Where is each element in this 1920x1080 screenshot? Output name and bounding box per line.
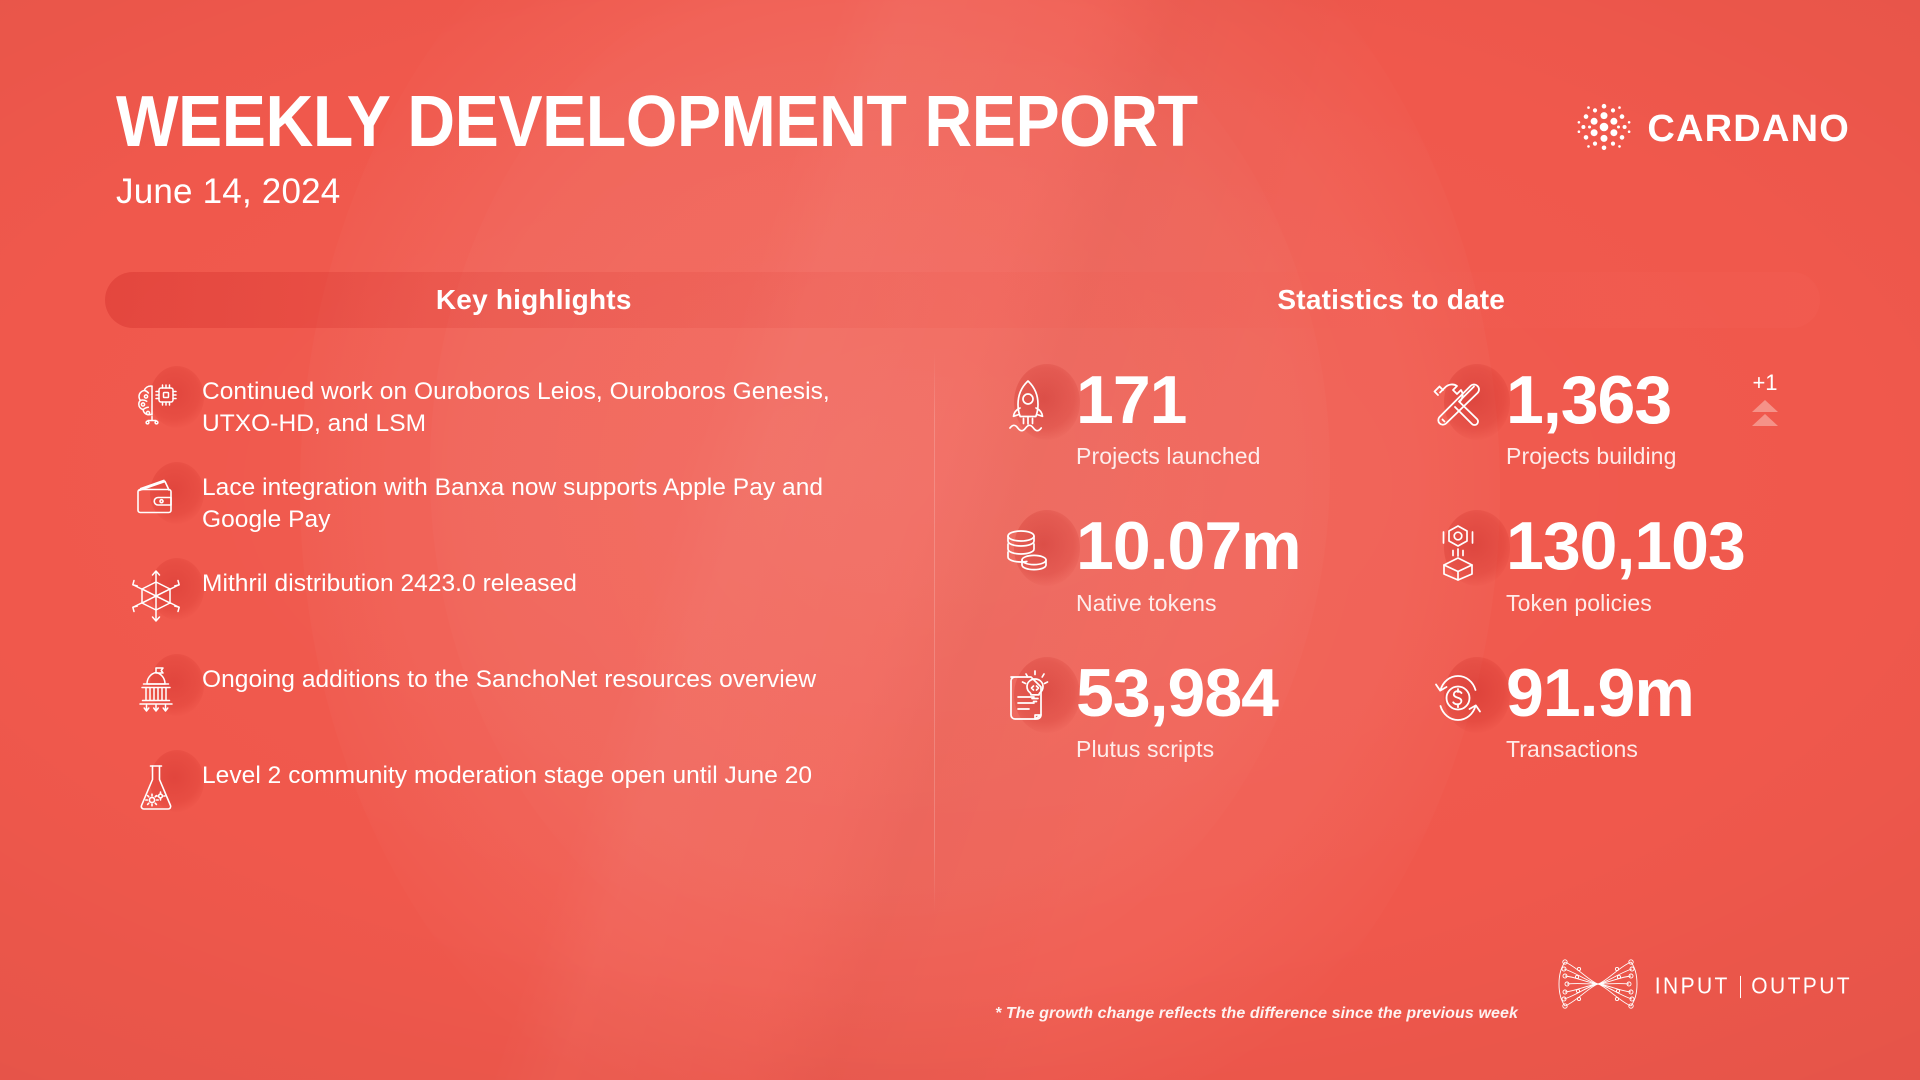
highlight-text: Ongoing additions to the SanchoNet resou… bbox=[202, 666, 817, 693]
wallet-icon bbox=[131, 472, 181, 527]
list-item: Ongoing additions to the SanchoNet resou… bbox=[110, 654, 900, 758]
statistics-grid: 171 Projects launched 1,363 bbox=[980, 362, 1840, 763]
stat-label: Projects building bbox=[1506, 443, 1677, 470]
list-item: Lace integration with Banxa now supports… bbox=[110, 462, 900, 566]
growth-badge: +1 bbox=[1748, 372, 1782, 434]
icon-blob bbox=[150, 462, 204, 524]
highlight-icon-container bbox=[110, 366, 204, 433]
stat-body: 91.9m Transactions bbox=[1506, 654, 1695, 763]
cardano-logo: CARDANO bbox=[1577, 100, 1850, 159]
input-output-logo: INPUT OUTPUT bbox=[1555, 955, 1852, 1018]
coins-icon bbox=[997, 520, 1059, 587]
report-date: June 14, 2024 bbox=[116, 172, 341, 211]
stat-value: 91.9m bbox=[1506, 654, 1695, 731]
brain-chip-icon bbox=[130, 376, 182, 433]
io-output-label: OUTPUT bbox=[1751, 973, 1852, 999]
page-title: WEEKLY DEVELOPMENT REPORT bbox=[116, 82, 1198, 162]
highlight-text: Mithril distribution 2423.0 released bbox=[202, 570, 577, 597]
highlight-icon-container bbox=[110, 750, 204, 819]
footnote: * The growth change reflects the differe… bbox=[995, 1005, 1519, 1022]
growth-value: +1 bbox=[1752, 370, 1778, 395]
stat-label: Token policies bbox=[1506, 589, 1652, 616]
transaction-icon bbox=[1427, 667, 1489, 734]
stat-value: 130,103 bbox=[1506, 508, 1746, 585]
stat-icon-container bbox=[980, 510, 1080, 587]
stat-value: 1,363 bbox=[1506, 362, 1672, 438]
icon-blob bbox=[150, 750, 204, 812]
highlight-text: Lace integration with Banxa now supports… bbox=[202, 474, 824, 534]
stat-token-policies: 130,103 Token policies bbox=[1410, 508, 1840, 616]
stat-plutus-scripts: 53,984 Plutus scripts bbox=[980, 654, 1410, 763]
stat-label: Native tokens bbox=[1076, 589, 1217, 616]
stat-icon-container bbox=[1410, 364, 1510, 441]
highlight-icon-container bbox=[110, 654, 204, 723]
highlight-text: Continued work on Ouroboros Leios, Ourob… bbox=[202, 378, 830, 438]
stat-label: Transactions bbox=[1506, 735, 1639, 762]
section-header-statistics: Statistics to date bbox=[963, 272, 1821, 328]
stat-icon-container bbox=[1410, 510, 1510, 587]
tools-icon bbox=[1427, 374, 1489, 441]
highlight-icon-container bbox=[110, 558, 204, 629]
highlight-text: Level 2 community moderation stage open … bbox=[202, 762, 813, 789]
script-doc-icon bbox=[997, 667, 1059, 734]
stat-projects-launched: 171 Projects launched bbox=[980, 362, 1410, 470]
stat-icon-container bbox=[1410, 656, 1510, 734]
stat-icon-container bbox=[980, 656, 1080, 734]
flask-icon bbox=[132, 760, 180, 819]
cardano-wordmark: CARDANO bbox=[1647, 108, 1850, 150]
stat-value: 10.07m bbox=[1076, 508, 1302, 585]
stat-body: 1,363 Projects building bbox=[1506, 362, 1677, 470]
list-item: Continued work on Ouroboros Leios, Ourob… bbox=[110, 366, 900, 470]
stat-body: 171 Projects launched bbox=[1076, 362, 1261, 470]
section-header-key-highlights: Key highlights bbox=[105, 272, 963, 328]
report-header: WEEKLY DEVELOPMENT REPORT June 14, 2024 bbox=[116, 86, 1292, 212]
stat-value: 171 bbox=[1076, 362, 1187, 438]
icon-blob bbox=[150, 558, 204, 620]
statistics-title: Statistics to date bbox=[1277, 284, 1506, 315]
io-input-label: INPUT bbox=[1654, 973, 1730, 999]
input-output-butterfly-icon bbox=[1555, 955, 1641, 1018]
stat-body: 53,984 Plutus scripts bbox=[1076, 654, 1279, 763]
list-item: Level 2 community moderation stage open … bbox=[110, 750, 900, 854]
stat-body: 130,103 Token policies bbox=[1506, 508, 1746, 616]
growth-up-arrow-icon bbox=[1748, 399, 1782, 434]
section-header-bar: Key highlights Statistics to date bbox=[105, 272, 1820, 328]
input-output-wordmark: INPUT OUTPUT bbox=[1655, 973, 1852, 1000]
highlight-icon-container bbox=[110, 462, 204, 527]
list-item: Mithril distribution 2423.0 released bbox=[110, 558, 900, 662]
key-highlights-list: Continued work on Ouroboros Leios, Ourob… bbox=[110, 366, 900, 854]
stat-projects-building: 1,363 Projects building +1 bbox=[1410, 362, 1840, 470]
stat-value: 53,984 bbox=[1076, 654, 1279, 731]
key-highlights-title: Key highlights bbox=[435, 284, 632, 315]
stat-transactions: 91.9m Transactions bbox=[1410, 654, 1840, 763]
statistics-panel: 171 Projects launched 1,363 bbox=[980, 362, 1840, 763]
column-divider bbox=[934, 352, 935, 912]
stat-body: 10.07m Native tokens bbox=[1076, 508, 1302, 616]
capitol-building-icon bbox=[131, 664, 181, 723]
cardano-dots-logo-icon bbox=[1577, 100, 1631, 159]
stat-label: Plutus scripts bbox=[1076, 735, 1215, 762]
io-divider bbox=[1739, 975, 1742, 998]
icon-blob bbox=[1014, 510, 1080, 587]
stat-icon-container bbox=[980, 364, 1080, 441]
icon-blob bbox=[1014, 656, 1080, 733]
icon-blob bbox=[150, 654, 204, 716]
stat-native-tokens: 10.07m Native tokens bbox=[980, 508, 1410, 616]
rocket-icon bbox=[997, 374, 1059, 441]
mithril-node-icon bbox=[130, 568, 182, 629]
token-cube-icon bbox=[1429, 520, 1487, 587]
stat-label: Projects launched bbox=[1076, 443, 1261, 470]
icon-blob bbox=[1444, 510, 1510, 587]
